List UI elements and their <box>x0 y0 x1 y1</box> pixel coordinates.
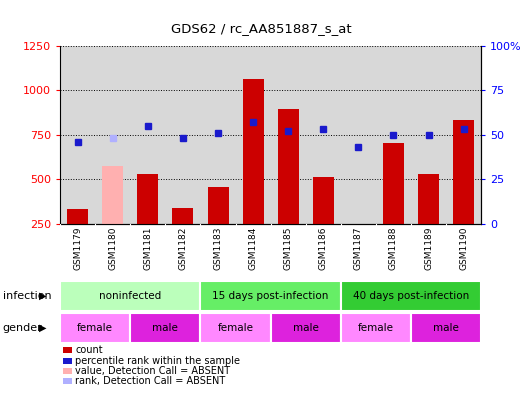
Text: noninfected: noninfected <box>99 291 162 301</box>
Bar <box>130 313 200 343</box>
Bar <box>383 143 404 224</box>
Bar <box>411 313 481 343</box>
Bar <box>102 166 123 224</box>
Bar <box>271 313 341 343</box>
Text: count: count <box>75 345 103 356</box>
Text: male: male <box>433 323 459 333</box>
Bar <box>60 281 200 311</box>
Bar <box>313 177 334 224</box>
Bar <box>173 208 194 224</box>
Text: percentile rank within the sample: percentile rank within the sample <box>75 356 240 366</box>
Bar <box>341 313 411 343</box>
Text: gender: gender <box>3 323 42 333</box>
Bar <box>243 79 264 224</box>
Text: female: female <box>77 323 113 333</box>
Bar <box>138 174 158 224</box>
Text: 40 days post-infection: 40 days post-infection <box>353 291 469 301</box>
Text: female: female <box>358 323 394 333</box>
Bar <box>60 313 130 343</box>
Bar <box>453 120 474 224</box>
Text: male: male <box>153 323 178 333</box>
Text: rank, Detection Call = ABSENT: rank, Detection Call = ABSENT <box>75 376 225 386</box>
Text: ▶: ▶ <box>39 291 46 301</box>
Text: male: male <box>293 323 319 333</box>
Text: infection: infection <box>3 291 51 301</box>
Text: ▶: ▶ <box>39 323 46 333</box>
Bar <box>208 187 229 224</box>
Text: GDS62 / rc_AA851887_s_at: GDS62 / rc_AA851887_s_at <box>171 22 352 35</box>
Bar <box>200 313 271 343</box>
Text: 15 days post-infection: 15 days post-infection <box>212 291 329 301</box>
Text: female: female <box>218 323 254 333</box>
Bar <box>200 281 341 311</box>
Bar <box>418 174 439 224</box>
Bar <box>278 109 299 224</box>
Text: value, Detection Call = ABSENT: value, Detection Call = ABSENT <box>75 366 231 376</box>
Bar <box>341 281 481 311</box>
Bar <box>67 209 88 224</box>
